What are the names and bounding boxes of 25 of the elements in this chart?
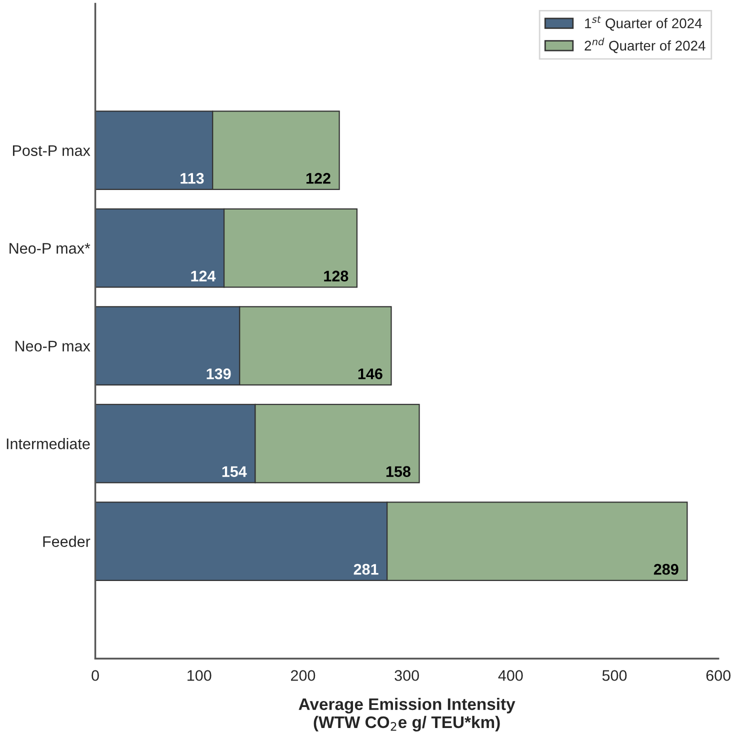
x-tick-label: 400 <box>498 670 523 681</box>
x-tick-label: 500 <box>602 670 627 681</box>
data-label: 139 <box>206 368 231 380</box>
data-label: 113 <box>180 172 204 184</box>
y-tick-label: Neo-P max <box>16 340 90 352</box>
data-label: 158 <box>386 466 411 477</box>
legend-label: 1$^{st}$ Quarter of 2024 <box>585 16 702 31</box>
x-axis-title: Average Emission Intensity (WTW CO$_{2}$e g/ TEU*km) <box>298 698 516 732</box>
data-label: 154 <box>222 466 247 477</box>
legend-label: 2$^{nd}$ Quarter of 2024 <box>584 38 706 54</box>
x-tick-label: 300 <box>394 670 419 681</box>
x-tick-label: 200 <box>291 670 316 681</box>
x-tick-label: 600 <box>706 670 730 681</box>
data-label: 289 <box>654 564 678 575</box>
data-label: 122 <box>306 172 330 184</box>
y-tick-label: Feeder <box>43 536 90 547</box>
y-tick-label: Post-P max <box>12 145 90 156</box>
data-label: 124 <box>191 270 216 282</box>
data-label: 128 <box>324 270 348 282</box>
x-tick-label: 100 <box>188 670 212 681</box>
data-label: 281 <box>354 564 378 575</box>
x-tick-label: 0 <box>92 670 99 681</box>
y-tick-label: Intermediate <box>6 438 90 450</box>
y-tick-label: Neo-P max* <box>10 243 90 254</box>
data-label: 146 <box>358 368 382 380</box>
